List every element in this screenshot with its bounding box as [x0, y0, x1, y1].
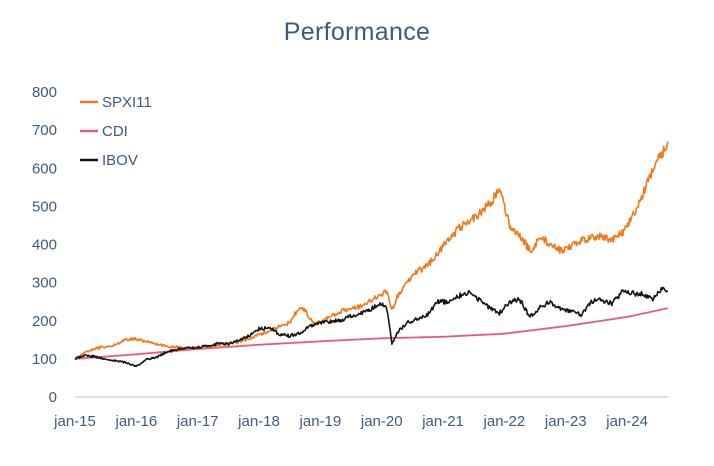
y-tick-label: 700 — [32, 122, 57, 139]
y-tick-label: 100 — [32, 351, 57, 368]
legend-label-cdi: CDI — [102, 123, 128, 140]
x-tick-label: jan-16 — [114, 413, 157, 430]
x-tick-label: jan-17 — [176, 413, 219, 430]
x-tick-label: jan-21 — [421, 413, 464, 430]
x-tick-label: jan-19 — [299, 413, 342, 430]
y-tick-label: 300 — [32, 275, 57, 292]
x-tick-label: jan-23 — [544, 413, 587, 430]
series-line-ibov — [74, 286, 669, 368]
x-tick-label: jan-22 — [483, 413, 526, 430]
y-tick-label: 200 — [32, 313, 57, 330]
x-tick-label: jan-24 — [605, 413, 648, 430]
y-tick-label: 400 — [32, 237, 57, 254]
chart-title: Performance — [283, 18, 431, 46]
legend-label-ibov: IBOV — [102, 152, 138, 169]
x-tick-label: jan-18 — [237, 413, 280, 430]
legend-label-spxi11: SPXI11 — [102, 94, 152, 111]
y-tick-label: 0 — [49, 389, 57, 406]
y-tick-label: 500 — [32, 198, 57, 215]
x-tick-label: jan-15 — [53, 413, 96, 430]
x-tick-label: jan-20 — [360, 413, 403, 430]
y-tick-label: 800 — [32, 84, 57, 101]
series-line-spxi11 — [74, 141, 669, 360]
y-tick-label: 600 — [32, 160, 57, 177]
